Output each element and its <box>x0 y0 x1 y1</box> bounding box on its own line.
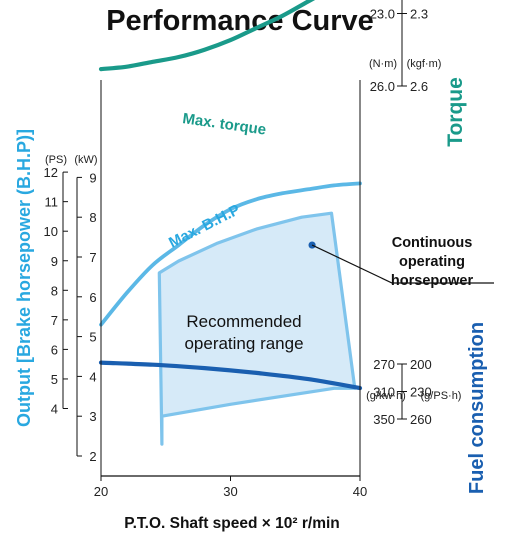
kw-tick-label: 6 <box>89 290 96 305</box>
g-kwh-unit-label: (g/kw·h) <box>366 390 406 402</box>
kw-unit-label: (kW) <box>74 154 97 166</box>
torque-axis-label: Torque <box>444 77 467 147</box>
nm-unit-label: (N·m) <box>369 58 397 70</box>
axes-layer: 20304023456789(kW)456789101112(PS)20.023… <box>44 0 462 499</box>
ps-tick-label: 5 <box>51 372 58 387</box>
operating-range-region <box>157 211 357 446</box>
kw-tick-label: 2 <box>89 449 96 464</box>
series-label-max-torque: Max. torque <box>181 110 267 139</box>
kw-tick-label: 8 <box>89 210 96 225</box>
nm-tick-label: 26.0 <box>370 79 395 94</box>
operating-range-label-line-2: operating range <box>184 334 303 353</box>
g-psh-unit-label: (g/PS·h) <box>421 390 462 402</box>
ps-tick-label: 11 <box>45 195 59 210</box>
ps-tick-label: 12 <box>44 165 58 180</box>
ps-tick-label: 7 <box>51 313 58 328</box>
nm-tick-label: 23.0 <box>370 6 395 21</box>
x-axis-label: P.T.O. Shaft speed × 10² r/min <box>124 515 340 532</box>
g-kwh-tick-label: 270 <box>373 357 395 372</box>
ps-tick-label: 10 <box>44 224 58 239</box>
kgfm-unit-label: (kgf·m) <box>407 58 442 70</box>
kw-tick-label: 5 <box>89 330 96 345</box>
kw-tick-label: 3 <box>89 409 96 424</box>
g-psh-tick-label: 230 <box>410 384 432 399</box>
kgfm-tick-label: 2.6 <box>410 79 428 94</box>
ps-unit-label: (PS) <box>45 154 67 166</box>
annotation-line-3: horsepower <box>391 273 474 289</box>
annotation-label: Continuous operating horsepower <box>391 235 474 289</box>
series-max-bhp <box>99 181 362 327</box>
chart-title: Performance Curve <box>106 5 374 37</box>
series-fuel-consumption <box>98 360 363 391</box>
x-tick-label: 20 <box>94 484 108 499</box>
kgfm-tick-label: 2.3 <box>410 6 428 21</box>
kw-tick-label: 4 <box>89 369 96 384</box>
ps-tick-label: 6 <box>51 342 58 357</box>
g-psh-tick-label: 260 <box>410 412 432 427</box>
ps-tick-label: 9 <box>51 254 58 269</box>
g-psh-tick-label: 200 <box>410 357 432 372</box>
fuel-axis-label: Fuel consumption <box>466 322 488 494</box>
annotation-line-1: Continuous <box>392 235 473 251</box>
ps-tick-label: 8 <box>51 283 58 298</box>
annotation-leader-line <box>311 244 494 284</box>
g-kwh-tick-label: 350 <box>373 412 395 427</box>
operating-range-label-line-1: Recommended <box>186 312 301 331</box>
x-tick-label: 40 <box>353 484 367 499</box>
ps-tick-label: 4 <box>51 402 58 417</box>
left-axis-label: Output [Brake horsepower (B.H.P)] <box>14 129 34 427</box>
kw-tick-label: 7 <box>89 250 96 265</box>
annotation-line-2: operating <box>399 254 465 270</box>
g-kwh-tick-label: 310 <box>373 385 395 400</box>
x-tick-label: 30 <box>223 484 237 499</box>
series-max-torque <box>98 0 316 72</box>
kw-tick-label: 9 <box>89 170 96 185</box>
